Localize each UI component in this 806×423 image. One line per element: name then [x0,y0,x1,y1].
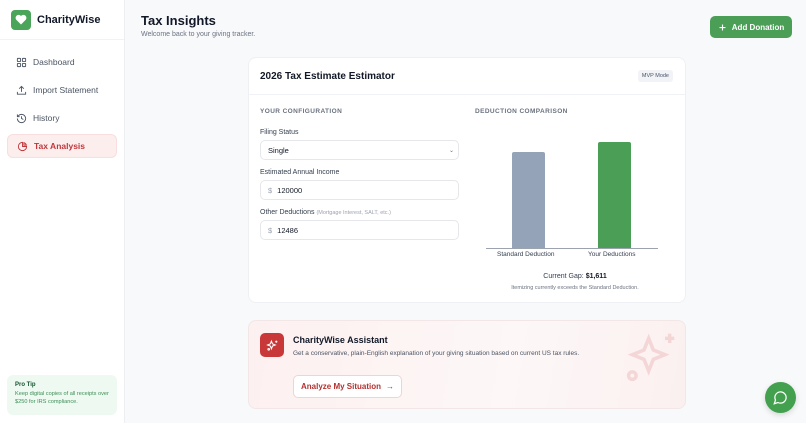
chat-bubble-icon [773,391,787,405]
sidebar-item-import[interactable]: Import Statement [7,78,117,102]
upload-icon [16,85,27,95]
plus-icon [719,24,726,30]
analyze-button[interactable]: Analyze My Situation → [293,375,402,398]
add-donation-label: Add Donation [731,22,785,32]
sidebar: CharityWise Dashboard Import Statement H… [0,0,125,423]
other-deductions-label-text: Other Deductions [260,209,315,216]
filing-status-value: Single [268,145,289,155]
estimator-card: 2026 Tax Estimate Estimator MVP Mode YOU… [248,57,686,303]
gap-value: $1,611 [585,273,607,280]
gap-note: Itemizing currently exceeds the Standard… [511,285,639,291]
sidebar-item-label: History [33,113,60,123]
other-deductions-value: 12486 [277,225,299,235]
comparison-label: DEDUCTION COMPARISON [475,108,568,115]
gap-label: Current Gap: [543,273,584,280]
bar-your-deductions [598,142,631,248]
sidebar-nav: Dashboard Import Statement History Tax A… [0,40,124,158]
mvp-badge: MVP Mode [637,70,673,82]
add-donation-button[interactable]: Add Donation [710,16,792,38]
x-label: Your Deductions [588,251,636,258]
grid-icon [16,57,27,67]
chat-button[interactable] [765,382,796,413]
other-deductions-hint: (Mortgage Interest, SALT, etc.) [316,210,391,216]
page-title: Tax Insights [141,13,216,28]
arrow-right-icon: → [386,382,394,391]
estimator-title: 2026 Tax Estimate Estimator [260,70,395,82]
filing-status-select[interactable]: Single ⌄ [260,140,459,160]
income-label: Estimated Annual Income [260,169,340,176]
current-gap: Current Gap: $1,611 [475,273,675,280]
sidebar-item-tax-analysis[interactable]: Tax Analysis [7,134,117,158]
sidebar-item-label: Tax Analysis [34,141,86,151]
filing-status-label: Filing Status [260,129,299,136]
history-icon [16,113,27,123]
currency-symbol: $ [268,225,273,235]
sidebar-item-label: Dashboard [33,57,75,67]
analyze-label: Analyze My Situation [300,382,381,391]
income-input[interactable]: $ 120000 [260,180,459,200]
page-subtitle: Welcome back to your giving tracker. [141,31,256,38]
pie-chart-icon [17,141,28,151]
assistant-card: CharityWise Assistant Get a conservative… [248,320,686,409]
x-axis [486,248,658,249]
sidebar-item-dashboard[interactable]: Dashboard [7,50,117,74]
pro-tip: Pro Tip Keep digital copies of all recei… [7,375,117,415]
heart-logo-icon [11,9,31,30]
pro-tip-text: Keep digital copies of all receipts over… [15,391,109,405]
assistant-description: Get a conservative, plain-English explan… [293,350,580,357]
brand-name: CharityWise [37,13,101,26]
config-label: YOUR CONFIGURATION [260,108,343,115]
assistant-title: CharityWise Assistant [293,335,388,345]
x-label: Standard Deduction [497,251,555,258]
sparkles-decoration-icon [626,333,675,382]
other-deductions-input[interactable]: $ 12486 [260,220,459,240]
bar-standard-deduction [512,152,545,248]
sparkles-icon [260,333,284,357]
currency-symbol: $ [268,185,273,195]
income-value: 120000 [277,185,303,195]
chevron-down-icon: ⌄ [448,148,454,154]
sidebar-item-label: Import Statement [33,85,99,95]
pro-tip-title: Pro Tip [15,382,36,388]
brand[interactable]: CharityWise [0,0,124,40]
deduction-chart: Standard Deduction Your Deductions [486,124,658,258]
other-deductions-label: Other Deductions (Mortgage Interest, SAL… [260,209,391,216]
sidebar-item-history[interactable]: History [7,106,117,130]
